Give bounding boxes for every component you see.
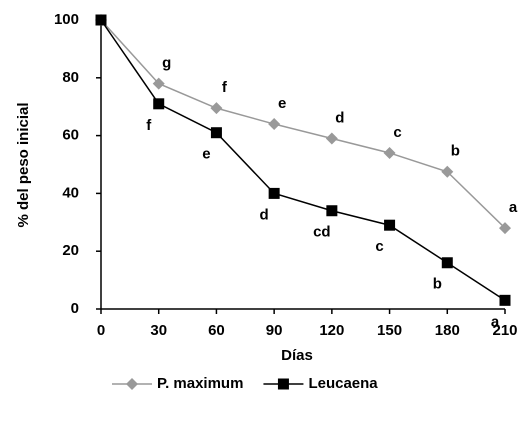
significance-letter: c (375, 238, 383, 255)
y-tick-label: 20 (62, 242, 79, 259)
x-tick-label: 180 (435, 322, 460, 339)
point (153, 98, 165, 110)
legend-label: Leucaena (308, 375, 378, 392)
x-tick-label: 90 (266, 322, 283, 339)
y-tick-label: 100 (54, 11, 79, 28)
significance-letter: f (146, 117, 152, 134)
x-tick-label: 60 (208, 322, 225, 339)
significance-letter: d (260, 206, 269, 223)
point (210, 127, 222, 139)
significance-letter: c (393, 124, 401, 141)
point (499, 294, 511, 306)
x-tick-label: 150 (377, 322, 402, 339)
legend-marker (277, 378, 289, 390)
legend-label: P. maximum (157, 375, 243, 392)
significance-letter: a (509, 199, 518, 216)
y-tick-label: 80 (62, 69, 79, 86)
y-tick-label: 60 (62, 127, 79, 144)
point (325, 132, 338, 145)
point (326, 205, 338, 217)
significance-letter: d (335, 109, 344, 126)
point (499, 222, 511, 235)
point (441, 257, 453, 269)
y-axis-label: % del peso inicial (15, 102, 32, 227)
x-tick-label: 210 (492, 322, 517, 339)
significance-letter: e (202, 146, 210, 163)
significance-letter: g (162, 55, 171, 72)
point (268, 118, 281, 131)
series-line (100, 19, 506, 301)
significance-letter: a (491, 313, 500, 330)
y-tick-label: 40 (62, 184, 79, 201)
significance-letter: e (278, 95, 286, 112)
point (268, 187, 280, 199)
significance-letter: b (433, 276, 442, 293)
y-tick-label: 0 (71, 300, 79, 317)
point (441, 165, 454, 178)
point (95, 14, 107, 26)
legend-marker (126, 378, 138, 390)
x-axis-label: Días (281, 347, 313, 364)
point (210, 102, 223, 115)
significance-letter: b (451, 143, 460, 160)
series-line (100, 19, 506, 229)
significance-letter: f (222, 79, 228, 96)
x-tick-label: 120 (319, 322, 344, 339)
x-tick-label: 30 (150, 322, 167, 339)
point (383, 146, 396, 159)
x-tick-label: 0 (97, 322, 105, 339)
significance-letter: cd (313, 224, 331, 241)
point (152, 77, 165, 90)
point (384, 219, 396, 231)
